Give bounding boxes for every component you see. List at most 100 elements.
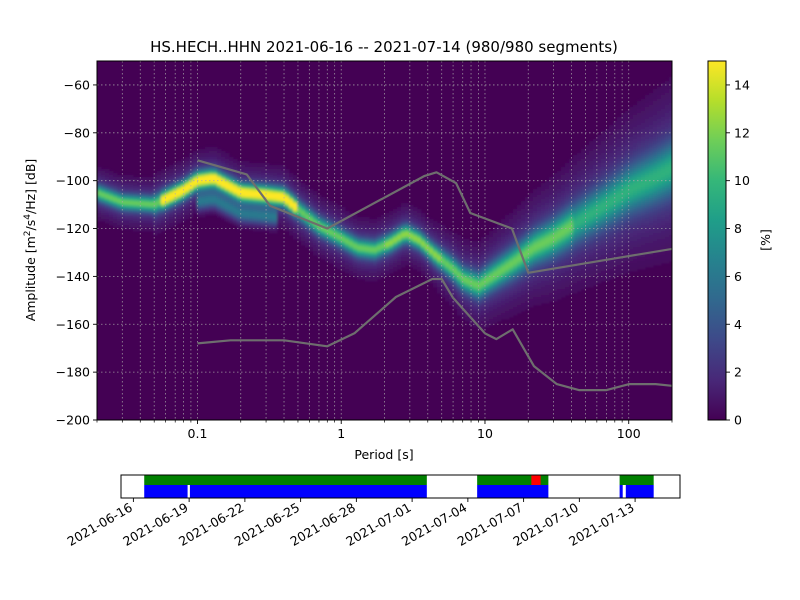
density-cell bbox=[585, 175, 590, 178]
density-cell bbox=[541, 187, 546, 190]
density-cell bbox=[561, 219, 566, 222]
density-cell bbox=[205, 185, 210, 188]
density-cell bbox=[337, 267, 342, 270]
density-cell bbox=[113, 215, 118, 218]
density-cell bbox=[545, 185, 550, 188]
density-cell bbox=[577, 165, 582, 168]
density-cell bbox=[293, 221, 298, 224]
density-cell bbox=[325, 231, 330, 234]
density-cell bbox=[317, 219, 322, 222]
density-cell bbox=[365, 229, 370, 232]
density-cell bbox=[505, 235, 510, 238]
density-cell bbox=[441, 257, 446, 260]
density-cell bbox=[521, 237, 526, 240]
density-cell bbox=[521, 305, 526, 308]
density-cell bbox=[253, 167, 258, 170]
density-cell bbox=[569, 163, 574, 166]
density-cell bbox=[597, 281, 602, 284]
density-cell bbox=[537, 189, 542, 192]
density-cell bbox=[333, 245, 338, 248]
density-cell bbox=[141, 187, 146, 190]
density-cell bbox=[421, 223, 426, 226]
density-cell bbox=[333, 211, 338, 214]
density-cell bbox=[113, 183, 118, 186]
density-cell bbox=[229, 161, 234, 164]
density-cell bbox=[469, 299, 474, 302]
density-cell bbox=[441, 283, 446, 286]
density-cell bbox=[601, 191, 606, 194]
density-cell bbox=[297, 209, 302, 212]
density-cell bbox=[565, 279, 570, 282]
density-cell bbox=[581, 287, 586, 290]
density-cell bbox=[293, 191, 298, 194]
density-cell bbox=[533, 203, 538, 206]
density-cell bbox=[277, 165, 282, 168]
density-cell bbox=[269, 209, 274, 212]
density-cell bbox=[453, 297, 458, 300]
density-cell bbox=[217, 187, 222, 190]
density-cell bbox=[397, 251, 402, 254]
density-cell bbox=[449, 273, 454, 276]
density-cell bbox=[557, 279, 562, 282]
density-cell bbox=[517, 205, 522, 208]
density-cell bbox=[257, 167, 262, 170]
density-cell bbox=[241, 195, 246, 198]
density-cell bbox=[441, 293, 446, 296]
density-cell bbox=[345, 227, 350, 230]
density-cell bbox=[573, 285, 578, 288]
density-cell bbox=[601, 179, 606, 182]
density-cell bbox=[437, 265, 442, 268]
density-cell bbox=[109, 187, 114, 190]
density-cell bbox=[581, 191, 586, 194]
density-cell bbox=[541, 217, 546, 220]
density-cell bbox=[277, 203, 282, 206]
density-cell bbox=[509, 309, 514, 312]
density-cell bbox=[585, 185, 590, 188]
density-cell bbox=[145, 191, 150, 194]
density-cell bbox=[525, 249, 530, 252]
density-cell bbox=[165, 203, 170, 206]
density-cell bbox=[561, 227, 566, 230]
density-cell bbox=[349, 249, 354, 252]
density-cell bbox=[313, 247, 318, 250]
density-cell bbox=[201, 165, 206, 168]
density-cell bbox=[549, 263, 554, 266]
density-cell bbox=[133, 177, 138, 180]
density-cell bbox=[401, 211, 406, 214]
density-cell bbox=[161, 217, 166, 220]
density-cell bbox=[393, 265, 398, 268]
density-cell bbox=[537, 225, 542, 228]
density-cell bbox=[165, 199, 170, 202]
density-cell bbox=[545, 273, 550, 276]
density-cell bbox=[401, 231, 406, 234]
density-cell bbox=[285, 205, 290, 208]
density-cell bbox=[401, 261, 406, 264]
density-cell bbox=[501, 291, 506, 294]
density-cell bbox=[245, 197, 250, 200]
density-cell bbox=[461, 239, 466, 242]
density-cell bbox=[529, 235, 534, 238]
density-cell bbox=[105, 219, 110, 222]
density-cell bbox=[601, 265, 606, 268]
density-cell bbox=[233, 163, 238, 166]
density-cell bbox=[269, 197, 274, 200]
density-cell bbox=[373, 273, 378, 276]
density-cell bbox=[213, 173, 218, 176]
density-cell bbox=[293, 227, 298, 230]
density-cell bbox=[473, 247, 478, 250]
density-cell bbox=[289, 233, 294, 236]
density-cell bbox=[389, 249, 394, 252]
density-cell bbox=[265, 221, 270, 224]
density-cell bbox=[353, 225, 358, 228]
density-cell bbox=[229, 207, 234, 210]
density-cell bbox=[537, 281, 542, 284]
density-cell bbox=[161, 213, 166, 216]
density-cell bbox=[517, 263, 522, 266]
density-cell bbox=[461, 313, 466, 316]
density-cell bbox=[581, 203, 586, 206]
density-cell bbox=[549, 257, 554, 260]
density-cell bbox=[125, 203, 130, 206]
density-cell bbox=[453, 279, 458, 282]
density-cell bbox=[429, 223, 434, 226]
density-cell bbox=[221, 211, 226, 214]
